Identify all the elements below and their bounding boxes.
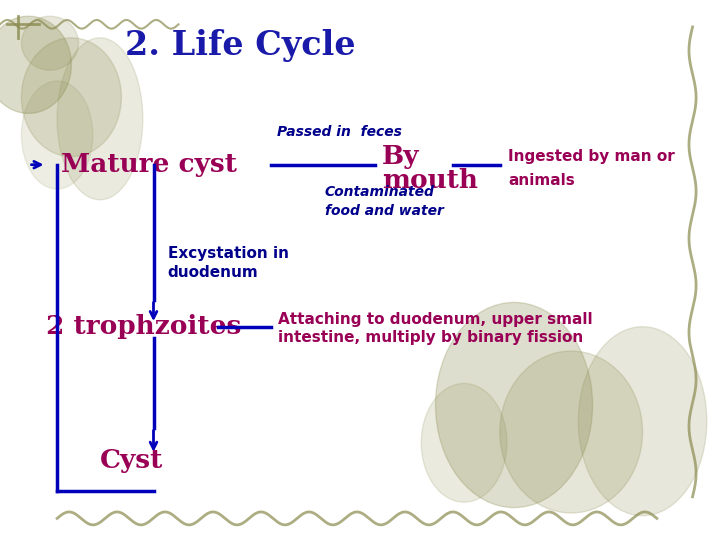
Ellipse shape [578,327,707,516]
Text: Cyst: Cyst [100,448,163,472]
Text: Mature cyst: Mature cyst [60,152,237,177]
Text: duodenum: duodenum [168,265,258,280]
Ellipse shape [421,383,507,502]
Ellipse shape [22,38,122,157]
Text: mouth: mouth [382,168,478,193]
Ellipse shape [57,38,143,200]
Ellipse shape [22,81,93,189]
Text: Contaminated: Contaminated [325,185,435,199]
Text: Attaching to duodenum, upper small: Attaching to duodenum, upper small [279,312,593,327]
Text: Excystation in: Excystation in [168,246,289,261]
Text: 2 trophzoites: 2 trophzoites [46,314,242,339]
Text: 2. Life Cycle: 2. Life Cycle [125,29,356,63]
Text: By: By [382,144,420,169]
Text: animals: animals [508,173,575,188]
Ellipse shape [0,16,71,113]
Ellipse shape [436,302,593,508]
Text: intestine, multiply by binary fission: intestine, multiply by binary fission [279,330,584,345]
Text: Passed in  feces: Passed in feces [276,125,402,139]
Ellipse shape [22,16,78,70]
Ellipse shape [500,351,642,513]
Text: food and water: food and water [325,204,444,218]
Text: Ingested by man or: Ingested by man or [508,149,675,164]
